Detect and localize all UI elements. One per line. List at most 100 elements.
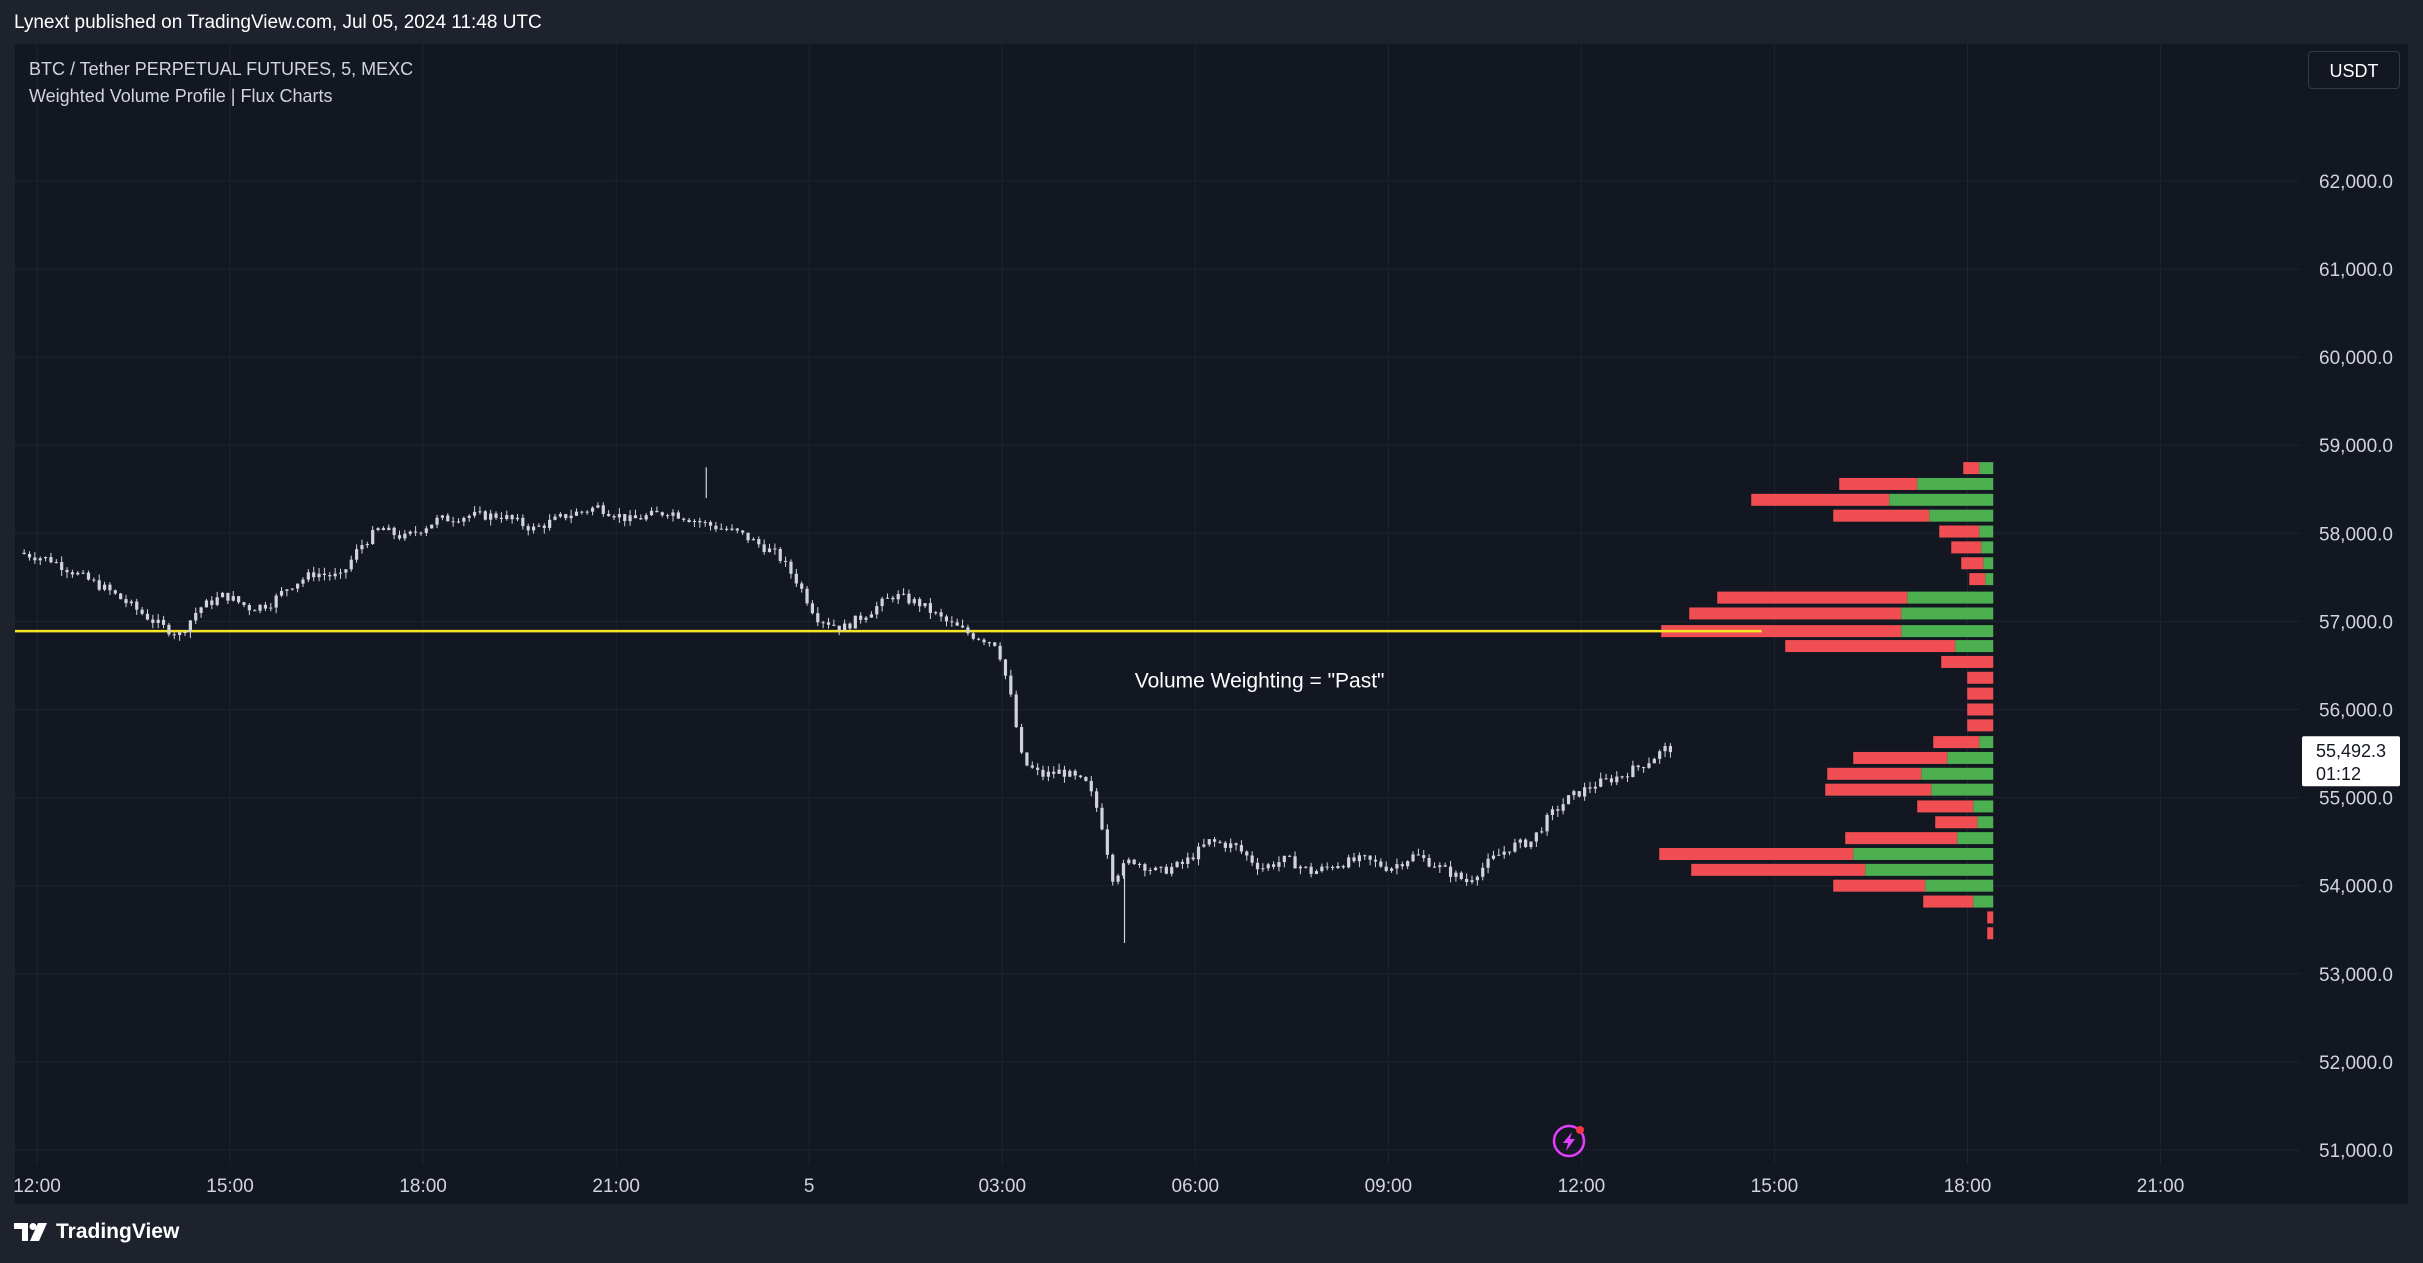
volume-bar-sell xyxy=(1963,462,1980,475)
candle-body xyxy=(424,528,428,533)
volume-bar-sell xyxy=(1751,493,1890,506)
candle-body xyxy=(210,600,214,605)
candle-body xyxy=(1668,746,1673,753)
candle-body xyxy=(1448,866,1453,877)
candle-body xyxy=(1502,851,1506,855)
time-tick-label: 15:00 xyxy=(1751,1176,1799,1197)
candle-body xyxy=(1625,776,1630,778)
chart-area[interactable] xyxy=(15,44,2408,1204)
volume-bar-sell xyxy=(1967,703,1994,716)
candle-body xyxy=(419,532,423,534)
candle-body xyxy=(1245,851,1249,856)
last-price-countdown: 01:12 xyxy=(2316,764,2361,784)
candle-body xyxy=(1620,776,1624,778)
symbol-title[interactable]: BTC / Tether PERPETUAL FUTURES, 5, MEXC xyxy=(29,59,414,79)
candle-body xyxy=(1459,872,1463,879)
candle-body xyxy=(848,623,852,629)
volume-bar-buy xyxy=(1979,525,1994,538)
candle-body xyxy=(730,528,734,530)
candle-body xyxy=(253,610,257,612)
volume-bar-sell xyxy=(1987,911,1994,924)
last-price-value: 55,492.3 xyxy=(2316,741,2386,761)
candle-body xyxy=(1084,777,1088,781)
time-tick-label: 12:00 xyxy=(13,1176,61,1197)
candle-body xyxy=(397,535,402,539)
candle-body xyxy=(1288,855,1292,857)
candle-body xyxy=(1180,861,1185,864)
candle-body xyxy=(891,597,895,600)
candle-body xyxy=(553,516,557,520)
volume-bar-buy xyxy=(1979,462,1994,475)
candle-body xyxy=(140,609,144,614)
candle-body xyxy=(274,595,278,608)
candle-body xyxy=(1207,839,1211,845)
candle-body xyxy=(387,527,391,531)
candle-body xyxy=(950,621,954,623)
candle-body xyxy=(649,510,654,516)
volume-bar-sell xyxy=(1833,879,1926,892)
candle-body xyxy=(1111,854,1115,882)
candle-body xyxy=(1518,839,1522,843)
candle-body xyxy=(1545,814,1549,832)
time-tick-label: 06:00 xyxy=(1172,1176,1220,1197)
candle-body xyxy=(290,588,294,590)
candle-body xyxy=(934,612,938,614)
candle-body xyxy=(1486,858,1490,868)
candle-body xyxy=(1534,832,1538,842)
candle-body xyxy=(312,572,316,578)
candle-body xyxy=(54,562,58,564)
candle-body xyxy=(1036,767,1040,770)
candle-body xyxy=(1513,842,1517,852)
candle-body xyxy=(859,615,863,620)
candle-body xyxy=(564,514,568,519)
candle-body xyxy=(1159,866,1163,868)
candle-body xyxy=(76,572,80,575)
candle-body xyxy=(365,544,369,546)
volume-bar-buy xyxy=(1977,816,1994,829)
candle-body xyxy=(757,539,761,545)
candle-body xyxy=(1014,694,1018,728)
candle-body xyxy=(1089,780,1093,792)
candle-body xyxy=(38,558,42,561)
candle-body xyxy=(1550,809,1555,815)
candle-body xyxy=(1647,763,1651,768)
candle-body xyxy=(1481,867,1485,877)
candle-body xyxy=(1631,765,1635,778)
candle-body xyxy=(317,573,321,578)
price-tick-label: 54,000.0 xyxy=(2319,877,2393,898)
candle-body xyxy=(494,513,498,518)
candle-body xyxy=(1416,854,1420,856)
lightning-icon xyxy=(1552,1124,1586,1158)
candle-body xyxy=(403,533,407,539)
candle-body xyxy=(977,638,981,640)
candle-body xyxy=(1454,872,1458,877)
candle-body xyxy=(666,515,670,517)
tradingview-brand[interactable]: TradingView xyxy=(14,1220,179,1244)
candle-body xyxy=(676,512,680,519)
candle-body xyxy=(1282,855,1286,863)
candle-body xyxy=(537,525,541,527)
candle-body xyxy=(430,524,434,529)
candle-body xyxy=(735,528,739,531)
candle-body xyxy=(478,511,482,513)
candle-body xyxy=(719,528,723,530)
candle-body xyxy=(263,604,268,609)
indicator-title[interactable]: Weighted Volume Profile | Flux Charts xyxy=(29,86,333,106)
candle-body xyxy=(301,579,305,584)
candle-body xyxy=(462,517,466,522)
volume-bar-buy xyxy=(1907,591,1994,604)
candle-body xyxy=(440,515,445,518)
time-tick-label: 12:00 xyxy=(1558,1176,1606,1197)
volume-bar-sell xyxy=(1987,927,1994,940)
candle-body xyxy=(832,624,836,626)
volume-bar-sell xyxy=(1967,671,1994,684)
price-tick-label: 55,000.0 xyxy=(2319,789,2393,810)
currency-button[interactable]: USDT xyxy=(2308,51,2400,89)
candle-body xyxy=(199,607,203,614)
candle-body xyxy=(558,514,562,517)
price-tick-label: 57,000.0 xyxy=(2319,612,2393,633)
candle-body xyxy=(1357,855,1361,862)
candle-body xyxy=(1465,878,1469,883)
top-bar: Lynext published on TradingView.com, Jul… xyxy=(0,0,2423,44)
